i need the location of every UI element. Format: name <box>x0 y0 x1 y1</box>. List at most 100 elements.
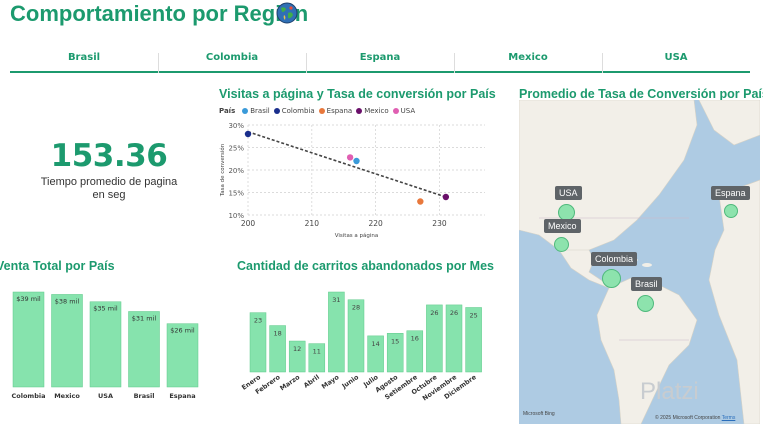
category-label: Marzo <box>278 373 301 393</box>
legend-item-mexico[interactable]: Mexico <box>356 107 389 115</box>
bar-data-label: $39 mil <box>16 295 41 303</box>
category-label: Espana <box>169 392 195 400</box>
y-tick-label: 30% <box>228 122 244 130</box>
category-label: Colombia <box>12 392 46 400</box>
scatter-point-espana <box>417 198 424 205</box>
scatter-legend: País Brasil Colombia Espana Mexico USA <box>219 107 415 115</box>
map-visual[interactable]: USA Mexico Colombia Brasil Espana Micros… <box>519 100 760 424</box>
scatter-chart-title: Visitas a página y Tasa de conversión po… <box>219 87 496 101</box>
y-tick-label: 20% <box>228 167 244 175</box>
bar-data-label: $26 mil <box>170 327 195 335</box>
bar-mayo <box>328 291 345 373</box>
bing-attribution: Microsoft Bing <box>523 411 555 417</box>
category-label: Brasil <box>134 392 155 400</box>
map-bubble-brasil[interactable] <box>637 295 654 312</box>
map-bubble-mexico[interactable] <box>554 237 569 252</box>
category-label: Mexico <box>54 392 80 400</box>
category-label: Junio <box>340 373 361 391</box>
x-tick-label: 220 <box>368 219 383 228</box>
y-axis-title: Tasa de conversión <box>219 143 226 197</box>
x-tick-label: 210 <box>305 219 320 228</box>
category-label: USA <box>98 392 113 400</box>
tab-brasil[interactable]: Brasil <box>67 52 101 63</box>
sales-bar-chart[interactable]: $39 mil Colombia $38 mil Mexico $35 mil USA $3… <box>0 282 215 407</box>
legend-item-usa[interactable]: USA <box>392 107 415 115</box>
bar-espana <box>166 323 199 388</box>
legend-title: País <box>219 107 236 115</box>
globe-icon <box>276 2 298 24</box>
kpi-label: Tiempo promedio de pagina en seg <box>40 176 178 201</box>
legend-item-brasil[interactable]: Brasil <box>242 107 270 115</box>
bar-abril <box>308 343 326 373</box>
map-bubble-colombia[interactable] <box>602 269 621 288</box>
tab-espana[interactable]: Espana <box>306 45 454 73</box>
bar-data-label: 16 <box>411 335 419 343</box>
x-tick-label: 200 <box>241 219 256 228</box>
map-label-brasil: Brasil <box>631 277 662 291</box>
carts-bar-chart[interactable]: 23Enero18Febrero12Marzo11Abril31Mayo28Ju… <box>215 282 500 412</box>
bar-data-label: 12 <box>293 345 301 353</box>
bar-junio <box>347 299 365 373</box>
kpi-card: 153.36 Tiempo promedio de pagina en seg <box>20 138 198 202</box>
bar-enero <box>249 312 267 373</box>
bar-octubre <box>426 304 443 373</box>
map-label-mexico: Mexico <box>544 219 581 233</box>
map-title: Promedio de Tasa de Conversión por País <box>519 87 763 101</box>
y-tick-label: 25% <box>228 145 244 153</box>
bar-colombia <box>12 291 45 388</box>
map-label-espana: Espana <box>711 186 750 200</box>
bar-data-label: $35 mil <box>93 305 118 313</box>
bar-mexico <box>51 294 83 388</box>
map-label-usa: USA <box>555 186 582 200</box>
bar-usa <box>89 301 122 388</box>
bar-setiembre <box>406 330 424 373</box>
carts-chart-title: Cantidad de carritos abandonados por Mes <box>237 259 494 273</box>
y-tick-label: 15% <box>228 190 244 198</box>
terms-link[interactable]: Terms <box>721 415 736 421</box>
scatter-point-usa <box>346 154 354 161</box>
bar-data-label: 28 <box>352 304 360 312</box>
scatter-point-colombia <box>244 130 252 138</box>
platzi-watermark: Platzi <box>640 378 699 405</box>
scatter-chart[interactable]: 10% 15% 20% 25% 30% 200 210 220 230 Visitas a pág… <box>215 115 495 240</box>
country-slicer: Brasil Colombia Espana Mexico USA <box>10 45 750 73</box>
legend-item-colombia[interactable]: Colombia <box>273 107 315 115</box>
tab-colombia[interactable]: Colombia <box>158 45 306 73</box>
category-label: Mayo <box>320 373 341 391</box>
map-land <box>519 100 760 424</box>
page-title: Comportamiento por Región <box>10 1 309 26</box>
bar-data-label: 15 <box>391 337 399 345</box>
bar-data-label: 26 <box>430 309 438 317</box>
bar-data-label: $38 mil <box>55 297 80 305</box>
legend-item-espana[interactable]: Espana <box>318 107 352 115</box>
map-label-colombia: Colombia <box>591 252 638 266</box>
bar-data-label: 14 <box>371 340 379 348</box>
bar-data-label: 25 <box>469 311 477 319</box>
tab-usa[interactable]: USA <box>602 45 750 73</box>
y-tick-label: 10% <box>228 212 244 220</box>
bar-data-label: 26 <box>450 309 458 317</box>
trend-line <box>247 130 447 198</box>
bar-diciembre <box>465 307 482 373</box>
bar-julio <box>367 335 384 373</box>
bar-febrero <box>269 325 286 373</box>
map-bubble-espana[interactable] <box>724 204 738 218</box>
bar-data-label: 11 <box>313 348 321 356</box>
bar-data-label: 31 <box>332 296 340 304</box>
x-tick-label: 230 <box>432 219 447 228</box>
bar-data-label: 23 <box>254 317 262 325</box>
sales-chart-title: Venta Total por País <box>0 259 115 273</box>
scatter-point-mexico <box>442 193 450 201</box>
category-label: Abril <box>302 373 321 390</box>
bar-marzo <box>288 340 306 373</box>
copyright-text: © 2025 Microsoft Corporation Terms <box>655 415 736 421</box>
bar-brasil <box>128 311 160 388</box>
scatter-point-brasil <box>353 157 360 165</box>
bar-agosto <box>386 333 404 373</box>
bar-data-label: $31 mil <box>132 314 157 322</box>
x-axis-title: Visitas a página <box>335 232 379 239</box>
tab-mexico[interactable]: Mexico <box>454 45 602 73</box>
bar-data-label: 18 <box>273 330 281 338</box>
bar-noviembre <box>445 304 463 373</box>
kpi-value: 153.36 <box>50 138 168 174</box>
